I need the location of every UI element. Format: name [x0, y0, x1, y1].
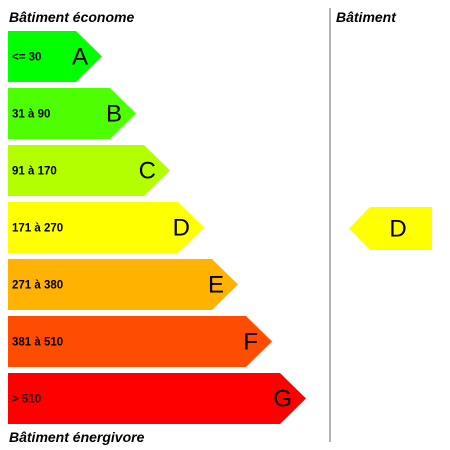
energy-class-arrow-g — [8, 373, 306, 424]
energy-class-range: 271 à 380 — [12, 280, 63, 292]
energy-class-range: 31 à 90 — [12, 109, 50, 121]
bottom-caption: Bâtiment énergivore — [9, 429, 145, 445]
energy-class-bar-g: > 510 G — [8, 373, 306, 424]
energy-class-letter: C — [139, 158, 156, 185]
energy-class-bar-e: 271 à 380 E — [8, 259, 238, 310]
building-class-arrow — [349, 207, 432, 250]
energy-class-arrow-a — [8, 31, 102, 82]
top-caption: Bâtiment économe — [9, 9, 134, 25]
energy-class-range: 381 à 510 — [12, 337, 63, 349]
energy-class-arrow-d — [8, 202, 204, 253]
energy-class-bar-a: <= 30 A — [8, 31, 102, 82]
energy-class-letter: B — [106, 101, 122, 128]
energy-class-range: <= 30 — [12, 52, 41, 64]
energy-class-bar-d: 171 à 270 D — [8, 202, 204, 253]
energy-class-arrow-e — [8, 259, 238, 310]
energy-class-range: > 510 — [12, 394, 41, 406]
energy-class-arrow-b — [8, 88, 136, 139]
energy-class-arrow-c — [8, 145, 170, 196]
building-class-indicator: D — [349, 207, 432, 250]
energy-class-letter: D — [173, 215, 190, 242]
energy-class-bar-b: 31 à 90 B — [8, 88, 136, 139]
energy-class-bar-f: 381 à 510 F — [8, 316, 272, 367]
energy-class-letter: A — [72, 44, 88, 71]
building-class-letter: D — [389, 216, 406, 243]
building-column-header: Bâtiment — [336, 9, 397, 25]
energy-class-letter: E — [208, 272, 224, 299]
energy-class-bars: <= 30 A 31 à 90 B 91 à 170 C 171 à 270 D 271 à 3… — [8, 31, 306, 424]
energy-class-range: 91 à 170 — [12, 166, 57, 178]
energy-class-range: 171 à 270 — [12, 223, 63, 235]
energy-class-bar-c: 91 à 170 C — [8, 145, 170, 196]
energy-class-letter: F — [243, 329, 258, 356]
energy-class-letter: G — [273, 386, 292, 413]
energy-class-arrow-f — [8, 316, 272, 367]
